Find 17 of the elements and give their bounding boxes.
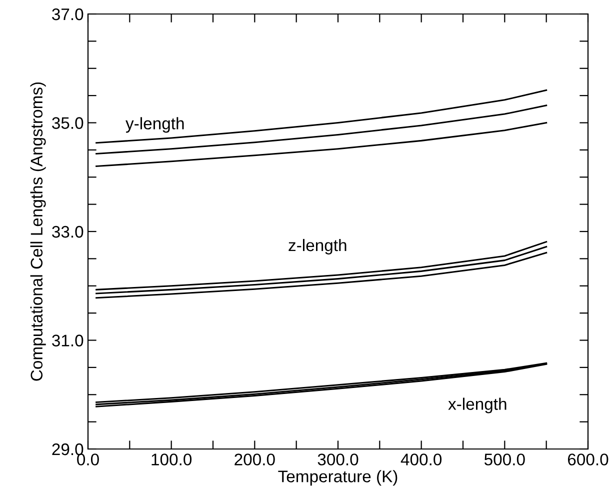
x-tick-label: 400.0 bbox=[400, 454, 442, 466]
y-tick-label: 37.0 bbox=[52, 8, 84, 20]
x-axis-title: Temperature (K) bbox=[278, 470, 398, 486]
x-tick-label: 600.0 bbox=[568, 454, 608, 466]
x-tick-label: 200.0 bbox=[234, 454, 275, 466]
y-tick-label: 33.0 bbox=[52, 226, 84, 238]
annotation: x-length bbox=[448, 398, 506, 414]
x-tick-label: 500.0 bbox=[484, 454, 525, 466]
y-tick-label: 31.0 bbox=[52, 334, 84, 346]
x-tick-label: 300.0 bbox=[318, 454, 358, 466]
y-tick-label: 35.0 bbox=[52, 117, 84, 129]
annotation: y-length bbox=[126, 117, 184, 133]
annotation: z-length bbox=[288, 238, 346, 254]
y-axis-title: Computational Cell Lengths (Angstroms) bbox=[30, 82, 46, 381]
y-tick-label: 29.0 bbox=[52, 443, 84, 456]
x-tick-label: 0.0 bbox=[77, 454, 99, 466]
x-tick-label: 100.0 bbox=[152, 454, 192, 466]
